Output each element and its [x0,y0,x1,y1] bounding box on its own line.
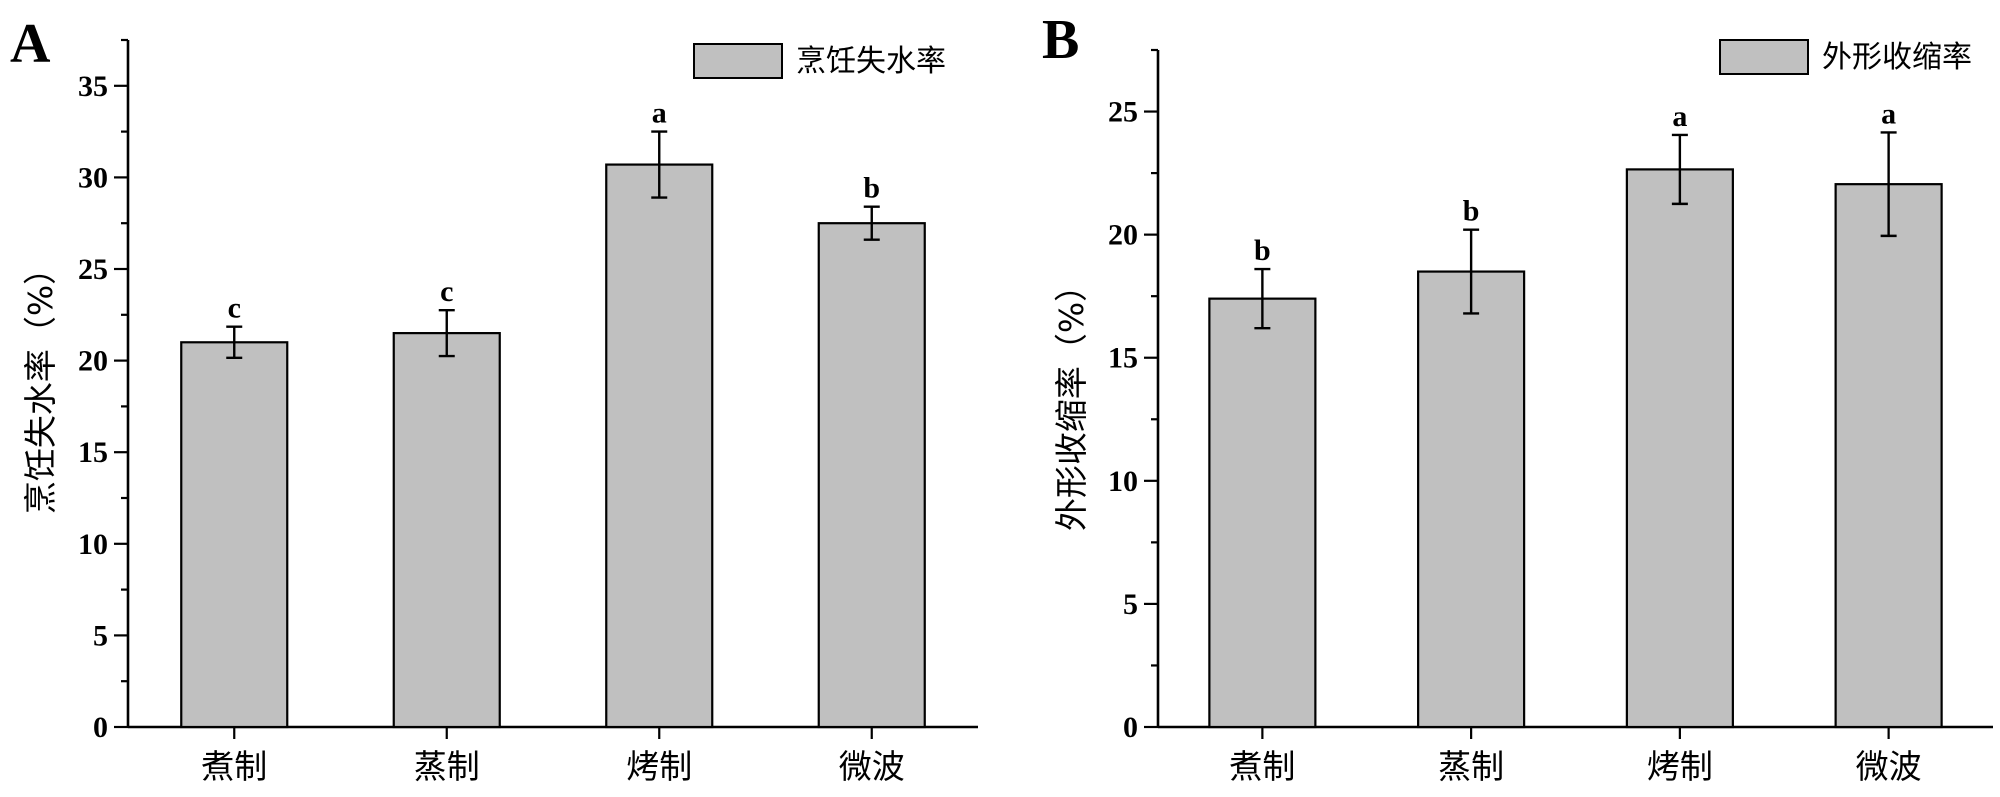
bar-2 [392,332,501,729]
panel-b-error-bars [1254,131,1897,330]
y-tick-label: 10 [1108,465,1138,498]
panel-b-bars [1208,168,1943,729]
panel-a-legend-label: 烹饪失水率 [796,44,946,79]
panel-a-y-axis-title: 烹饪失水率（%） [21,252,60,514]
y-tick-label: 5 [93,619,108,652]
x-tick-label: 烤制 [626,747,692,786]
panel-b-legend: 外形收缩率 [1719,39,1972,75]
panel-a-significance-labels: c c a b [228,97,881,325]
bar-3 [1625,168,1734,729]
significance-label: a [1881,97,1896,130]
significance-label: a [1672,100,1687,133]
significance-label: c [440,275,453,308]
x-tick-label: 煮制 [201,747,267,786]
panel-letter-b: B [1042,9,1079,71]
panel-b-y-ticks: 0 5 10 15 20 25 [1108,48,1158,744]
y-tick-label: 30 [78,161,108,194]
y-tick-label: 5 [1123,588,1138,621]
bar-1 [1208,297,1317,729]
bar-4 [817,222,926,729]
y-tick-label: 35 [78,70,108,103]
panel-b-legend-label: 外形收缩率 [1822,40,1972,75]
y-tick-label: 25 [1108,96,1138,129]
panel-a-y-ticks: 0 5 10 15 20 25 30 35 [78,38,128,744]
bar-2 [1417,270,1526,729]
panel-a-legend: 烹饪失水率 [693,43,946,79]
bar-3 [605,163,714,729]
y-tick-label: 10 [78,528,108,561]
significance-label: b [1254,234,1271,267]
y-tick-label: 0 [1123,711,1138,744]
y-tick-label: 0 [93,711,108,744]
x-tick-label: 煮制 [1229,747,1295,786]
panel-a-bars [180,163,926,729]
y-tick-label: 15 [1108,342,1138,375]
x-tick-label: 烤制 [1647,747,1713,786]
bar-4 [1834,183,1943,729]
panel-b-significance-labels: b b a a [1254,97,1896,267]
bar-1 [180,341,289,729]
y-tick-label: 25 [78,253,108,286]
panel-a-category-labels: 煮制 蒸制 烤制 微波 [201,727,905,786]
y-tick-label: 15 [78,436,108,469]
x-tick-label: 微波 [1856,747,1922,786]
significance-label: c [228,292,241,325]
panel-b-category-labels: 煮制 蒸制 烤制 微波 [1229,727,1922,786]
panel-letter-a: A [10,13,51,75]
panel-a-legend-swatch [693,43,783,79]
significance-label: b [1463,195,1480,228]
y-tick-label: 20 [78,345,108,378]
x-tick-label: 蒸制 [414,747,480,786]
y-tick-label: 20 [1108,219,1138,252]
significance-label: b [863,172,880,205]
panel-b-legend-swatch [1719,39,1809,75]
significance-label: a [652,97,667,130]
x-tick-label: 微波 [839,747,905,786]
panel-a-error-bars [226,130,880,360]
panel-b: B 0 5 10 15 20 25 b b a a 煮制 蒸制 烤制 微波 外形收缩率（%） 外形收缩… [1042,9,1993,786]
x-tick-label: 蒸制 [1438,747,1504,786]
panel-b-y-axis-title: 外形收缩率（%） [1052,269,1091,531]
